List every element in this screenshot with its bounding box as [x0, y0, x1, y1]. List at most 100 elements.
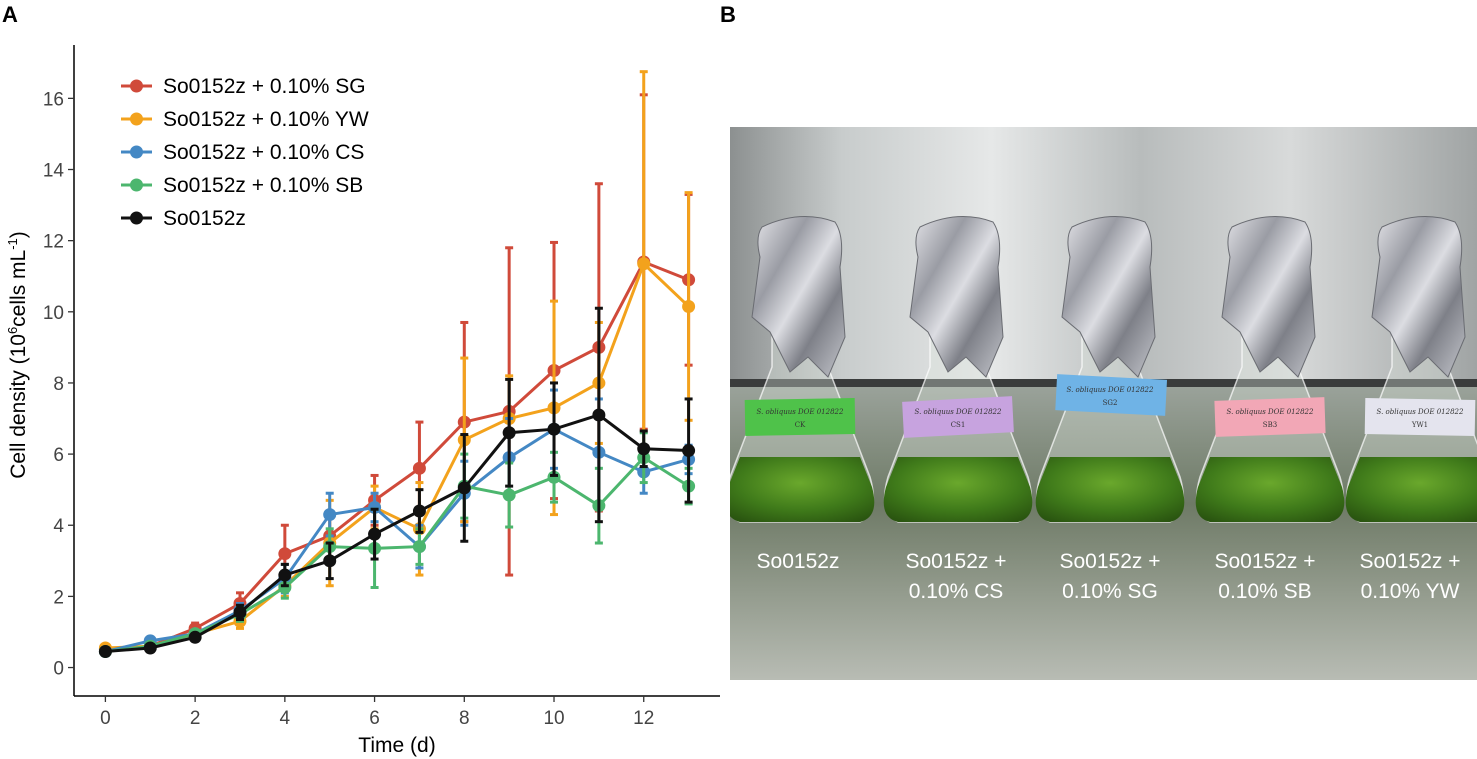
x-tick-label: 10	[543, 708, 564, 729]
data-point	[412, 461, 426, 475]
y-tick-label: 12	[43, 232, 64, 253]
foil-cap	[909, 216, 1004, 378]
flask-caption-line1: So0152z	[757, 550, 840, 573]
x-tick-label: 12	[633, 708, 654, 729]
series-line	[105, 260, 690, 652]
legend-marker	[130, 145, 143, 159]
flask-tag-text: S. obliquus DOE 012822	[1227, 408, 1314, 416]
data-point	[682, 299, 696, 313]
data-point	[637, 442, 651, 456]
flask-tag-paper	[1214, 397, 1326, 437]
legend-marker	[130, 112, 143, 126]
x-axis-label: Time (d)	[358, 734, 435, 757]
y-tick-label: 0	[53, 659, 64, 680]
flask-liquid	[1195, 457, 1345, 522]
flask: S. obliquus DOE 012822 YW1 So0152z + 0.10% …	[1345, 216, 1477, 603]
legend-entry: So0152z + 0.10% SG	[163, 75, 366, 98]
flask-tag-text: S. obliquus DOE 012822	[1067, 386, 1154, 394]
flask-tag-sub: SG2	[1103, 399, 1118, 407]
data-point	[637, 257, 651, 271]
flask-caption-line2: 0.10% YW	[1361, 580, 1460, 603]
data-point	[682, 444, 696, 458]
series-so0152z	[98, 306, 696, 659]
data-point	[457, 481, 471, 495]
x-tick-label: 8	[459, 708, 470, 729]
flask: S. obliquus DOE 012822 CS1 So0152z + 0.10% …	[883, 216, 1033, 603]
flask-caption-line2: 0.10% SG	[1062, 580, 1158, 603]
series-line	[105, 427, 689, 653]
flask-tag: S. obliquus DOE 012822 SB3	[1214, 397, 1326, 437]
data-point	[278, 547, 292, 561]
data-point	[323, 554, 337, 568]
foil-cap	[1221, 216, 1316, 378]
flask-liquid	[730, 457, 875, 522]
data-point	[188, 630, 202, 644]
line-chart: 0 2 4 6 8 10 12 0 2 4 6 8 10 12 14 16 Time (d) Cell de…	[5, 45, 720, 757]
chart-axes	[73, 45, 720, 697]
flask-tag-sub: SB3	[1263, 421, 1277, 429]
flask-caption-line1: So0152z +	[905, 550, 1006, 573]
series-line	[105, 413, 689, 654]
y-tick-label: 14	[43, 161, 65, 182]
y-axis-label: Cell density (106cells mL-1)	[5, 231, 30, 479]
series-line	[105, 455, 690, 654]
flask-tag-sub: CS1	[951, 421, 966, 429]
x-tick-label: 4	[280, 708, 291, 729]
chart-legend: So0152z + 0.10% SG So0152z + 0.10% YW So01…	[121, 75, 369, 230]
flask-liquid	[1345, 457, 1477, 522]
legend-entry: So0152z + 0.10% CS	[163, 141, 364, 164]
y-tick-label: 2	[53, 587, 64, 608]
flask-caption-line1: So0152z +	[1059, 550, 1160, 573]
data-point	[143, 641, 157, 655]
flask-tag-paper	[1364, 398, 1476, 436]
flask-tag-text: S. obliquus DOE 012822	[1377, 408, 1464, 416]
data-point	[98, 645, 112, 659]
data-point	[412, 540, 426, 554]
series-layer	[98, 70, 696, 659]
flask-tag: S. obliquus DOE 012822 YW1	[1364, 398, 1476, 436]
data-point	[412, 504, 426, 518]
flask-tag: S. obliquus DOE 012822 CS1	[902, 396, 1014, 438]
flask-tag-sub: CK	[795, 421, 806, 429]
flask-tag-text: S. obliquus DOE 012822	[915, 408, 1002, 416]
foil-cap	[1061, 216, 1156, 378]
flask: S. obliquus DOE 012822 SB3 So0152z + 0.10% …	[1195, 216, 1345, 603]
y-tick-label: 16	[43, 89, 64, 110]
x-axis-ticks: 0 2 4 6 8 10 12	[100, 696, 654, 729]
data-point	[323, 508, 337, 522]
flask-tag: S. obliquus DOE 012822 SG2	[1055, 374, 1168, 416]
legend-marker	[130, 178, 143, 192]
panel-a-label: A	[2, 2, 18, 27]
flask-caption-line1: So0152z +	[1359, 550, 1460, 573]
legend-marker	[130, 79, 143, 93]
panel-b-label: B	[720, 2, 736, 27]
flask-caption-line2: 0.10% SB	[1218, 580, 1311, 603]
flask: S. obliquus DOE 012822 SG2 So0152z + 0.10% …	[1035, 216, 1185, 603]
data-point	[278, 568, 292, 582]
x-tick-label: 2	[190, 708, 201, 729]
legend-entry: So0152z	[163, 207, 246, 230]
legend-marker	[130, 211, 143, 225]
flask-caption-line2: 0.10% CS	[909, 580, 1004, 603]
foil-cap	[1371, 216, 1466, 378]
x-tick-label: 0	[100, 708, 111, 729]
data-point	[502, 488, 516, 502]
foil-cap	[751, 216, 846, 378]
flask-tag-paper	[744, 398, 856, 436]
flask-tag-paper	[902, 396, 1014, 438]
y-axis-label-sup: 6	[5, 327, 20, 334]
x-tick-label: 6	[369, 708, 380, 729]
legend-entry: So0152z + 0.10% SB	[163, 174, 363, 197]
y-tick-label: 10	[43, 303, 64, 324]
flask-tag-text: S. obliquus DOE 012822	[757, 408, 844, 416]
flask-liquid	[1035, 457, 1185, 522]
flask: S. obliquus DOE 012822 CK So0152z	[730, 216, 875, 573]
flask-tag-sub: YW1	[1411, 421, 1428, 429]
y-axis-ticks: 0 2 4 6 8 10 12 14 16	[43, 89, 74, 680]
legend-entry: So0152z + 0.10% YW	[163, 108, 369, 131]
y-tick-label: 6	[53, 445, 64, 466]
data-point	[368, 527, 382, 541]
y-tick-label: 4	[53, 516, 64, 537]
